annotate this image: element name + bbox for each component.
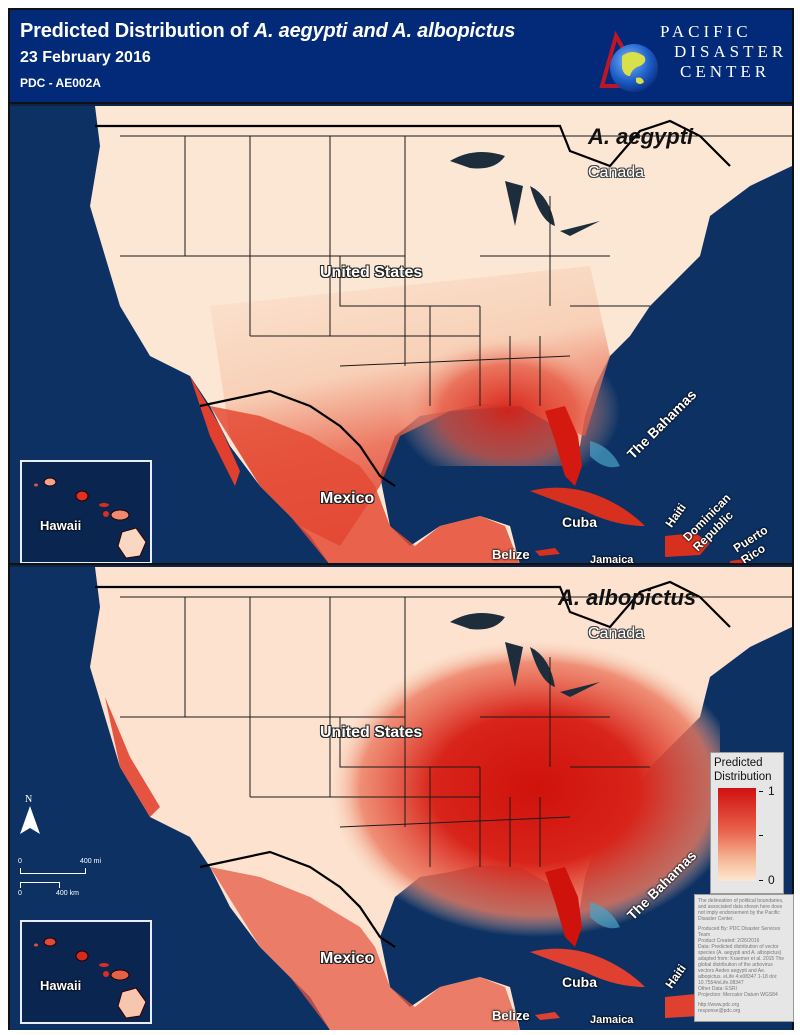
other-data: Other Data: ESRI: [698, 986, 737, 992]
legend-color-ramp: [718, 788, 756, 881]
label-belize: Belize: [492, 547, 530, 562]
logo-line-2: DISASTER: [674, 42, 788, 61]
map-panel-albopictus: A. albopictus Canada United States Mexic…: [10, 567, 792, 1030]
label-jamaica: Jamaica: [590, 554, 634, 565]
north-label: N: [25, 794, 33, 805]
scale-km-bar: [20, 882, 60, 888]
species-label-albopictus: A. albopictus: [558, 585, 697, 610]
label-united-states: United States: [320, 264, 423, 281]
legend-tick-max: [759, 791, 763, 792]
scale-bar: 0 400 mi 0 400 km: [18, 858, 128, 908]
disclaimer-notice: The delineation of political boundaries,…: [698, 898, 784, 922]
label-hawaii: Hawaii: [40, 978, 82, 993]
legend-title-line-2: Distribution: [714, 771, 772, 783]
label-cuba: Cuba: [562, 974, 597, 990]
label-canada: Canada: [588, 164, 645, 181]
product-created: Product Created: 2/26/2016: [698, 938, 760, 944]
label-cuba: Cuba: [562, 514, 597, 530]
pdc-logo: PACIFIC DISASTER CENTER: [598, 16, 788, 100]
label-belize: Belize: [492, 1008, 530, 1023]
produced-by: Produced By: PDC Disaster Services Team: [698, 926, 781, 938]
map-frame: Predicted Distribution of A. aegypti and…: [8, 8, 794, 1030]
scale-km-start: 0: [18, 890, 22, 897]
scale-mi-bar: [20, 868, 86, 874]
label-united-states: United States: [320, 724, 423, 741]
projection: Projection: Mercator Datum WGS84: [698, 992, 778, 998]
scale-mi-start: 0: [18, 858, 22, 865]
hawaii-inset-aegypti: Hawaii: [20, 460, 152, 563]
logo-line-3: CENTER: [680, 62, 771, 81]
aegypti-distribution-map: [90, 106, 792, 563]
website-link[interactable]: http://www.pdc.org: [698, 1002, 740, 1008]
legend-tick-mid: [759, 835, 763, 836]
label-canada: Canada: [588, 625, 645, 642]
legend-max-label: 1: [768, 784, 775, 798]
product-code: PDC - AE002A: [20, 76, 101, 90]
north-arrow: N: [18, 794, 42, 842]
label-hawaii: Hawaii: [40, 518, 82, 533]
scale-mi-end: 400 mi: [80, 858, 102, 865]
title-species: A. aegypti and A. albopictus: [253, 20, 516, 42]
species-label-aegypti: A. aegypti: [588, 124, 694, 149]
globe-triangle-icon: [599, 30, 658, 92]
disclaimer-box: The delineation of political boundaries,…: [694, 894, 794, 1022]
data-source: Data: Predicted distribution of vector s…: [698, 944, 785, 986]
albopictus-distribution-map: [90, 567, 792, 1030]
hawaii-islands-map: [34, 937, 147, 1019]
map-panel-aegypti: A. aegypti Canada United States Mexico C…: [10, 106, 792, 565]
title-plain: Predicted Distribution of: [20, 20, 254, 42]
email-link[interactable]: response@pdc.org: [698, 1008, 741, 1014]
logo-line-1: PACIFIC: [660, 22, 752, 41]
north-arrow-icon: [20, 806, 40, 834]
map-title: Predicted Distribution of A. aegypti and…: [20, 20, 515, 43]
legend-tick-min: [759, 880, 763, 881]
hawaii-islands-map: [34, 477, 147, 559]
hawaii-inset-albopictus: Hawaii: [20, 920, 152, 1024]
label-mexico: Mexico: [320, 490, 375, 507]
label-mexico: Mexico: [320, 950, 375, 967]
label-jamaica: Jamaica: [590, 1014, 634, 1026]
map-header: Predicted Distribution of A. aegypti and…: [10, 10, 792, 104]
legend-title: Predicted Distribution: [714, 756, 772, 784]
legend-title-line-1: Predicted: [714, 757, 763, 769]
legend-min-label: 0: [768, 873, 775, 887]
legend: Predicted Distribution 1 0: [710, 752, 784, 894]
scale-km-end: 400 km: [56, 890, 79, 897]
pdc-wordmark: PACIFIC DISASTER CENTER: [660, 22, 787, 82]
map-date: 23 February 2016: [20, 49, 151, 66]
